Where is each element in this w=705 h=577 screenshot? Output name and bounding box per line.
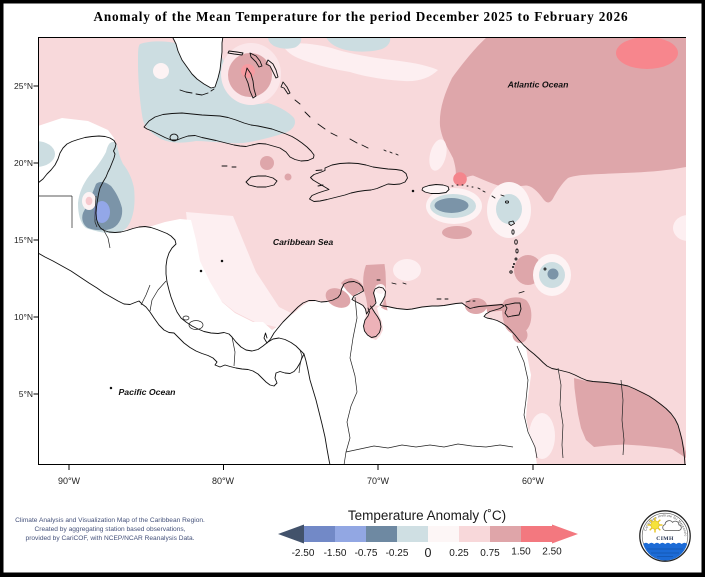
svg-text:Caribbean Sea: Caribbean Sea — [273, 237, 334, 247]
svg-text:5°N: 5°N — [19, 389, 33, 399]
svg-text:25°N: 25°N — [14, 81, 33, 91]
svg-text:10°N: 10°N — [14, 312, 33, 322]
svg-text:Atlantic Ocean: Atlantic Ocean — [507, 80, 569, 90]
svg-text:-1.50: -1.50 — [324, 548, 347, 559]
svg-text:70°W: 70°W — [367, 476, 390, 486]
svg-text:60°W: 60°W — [522, 476, 545, 486]
svg-text:Anomaly of the Mean Temperatur: Anomaly of the Mean Temperature for the … — [94, 9, 629, 24]
svg-text:-2.50: -2.50 — [292, 548, 315, 559]
svg-text:1.50: 1.50 — [511, 547, 531, 558]
svg-text:Pacific Ocean: Pacific Ocean — [119, 387, 176, 397]
svg-text:20°N: 20°N — [14, 158, 33, 168]
svg-text:Temperature Anomaly (˚C): Temperature Anomaly (˚C) — [348, 508, 506, 523]
svg-text:2.50: 2.50 — [542, 547, 562, 558]
svg-text:15°N: 15°N — [14, 235, 33, 245]
svg-text:CIMH: CIMH — [656, 536, 674, 542]
svg-text:0.25: 0.25 — [449, 548, 469, 559]
svg-text:provided by CariCOF, with NCEP: provided by CariCOF, with NCEP/NCAR Rean… — [26, 535, 195, 542]
svg-text:0.75: 0.75 — [480, 548, 500, 559]
svg-text:90°W: 90°W — [58, 476, 81, 486]
svg-text:Climate Analysis and Visualiza: Climate Analysis and Visualization Map o… — [15, 517, 205, 524]
svg-text:-0.25: -0.25 — [386, 548, 409, 559]
svg-text:80°W: 80°W — [212, 476, 235, 486]
svg-text:0: 0 — [425, 546, 432, 560]
svg-text:Created by aggregating station: Created by aggregating station based obs… — [34, 526, 185, 533]
svg-text:-0.75: -0.75 — [355, 548, 378, 559]
